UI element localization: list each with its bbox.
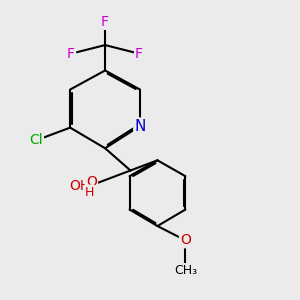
Text: F: F <box>101 15 109 29</box>
Text: F: F <box>135 47 143 61</box>
Text: N: N <box>134 118 146 134</box>
Text: H: H <box>85 185 94 199</box>
Text: O: O <box>86 175 97 189</box>
Text: O: O <box>180 233 191 247</box>
Text: OH: OH <box>69 179 90 193</box>
Text: CH₃: CH₃ <box>174 264 197 277</box>
Text: Cl: Cl <box>29 133 43 147</box>
Text: F: F <box>67 47 75 61</box>
